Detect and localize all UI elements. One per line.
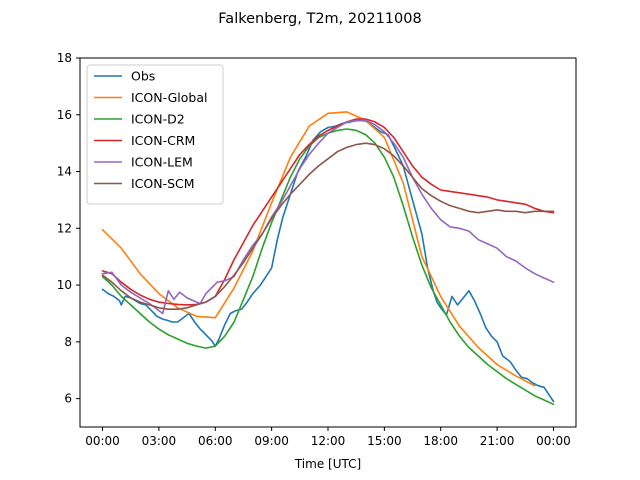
plot-area xyxy=(79,57,577,428)
x-tick-label: 15:00 xyxy=(367,434,402,448)
legend-label: ICON-SCM xyxy=(131,176,195,191)
x-tick-label: 00:00 xyxy=(85,434,120,448)
legend-box xyxy=(86,64,224,205)
x-tick-label: 06:00 xyxy=(198,434,233,448)
series-line-icon-lem xyxy=(101,119,555,315)
series-line-icon-global xyxy=(101,111,536,387)
y-tick-label: 12 xyxy=(57,221,72,235)
y-tick-label: 16 xyxy=(57,108,72,122)
y-tick-label: 8 xyxy=(64,335,72,349)
y-tick-label: 14 xyxy=(57,165,72,179)
legend-label: ICON-Global xyxy=(131,90,207,105)
x-tick-label: 21:00 xyxy=(480,434,515,448)
chart-title: Falkenberg, T2m, 20211008 xyxy=(218,11,421,27)
series-layer xyxy=(101,111,555,406)
y-tick-label: 6 xyxy=(64,392,72,406)
legend-label: ICON-LEM xyxy=(131,155,193,170)
legend-label: ICON-D2 xyxy=(131,112,185,127)
legend-label: Obs xyxy=(131,69,155,84)
x-axis-label: Time [UTC] xyxy=(294,457,361,471)
legend: Obs ICON-Global ICON-D2 ICON-CRM ICON-LEM ICO… xyxy=(86,64,224,205)
x-tick-label: 12:00 xyxy=(311,434,346,448)
x-tick-label: 09:00 xyxy=(254,434,289,448)
y-tick-label: 10 xyxy=(57,278,72,292)
x-tick-label: 00:00 xyxy=(536,434,571,448)
legend-label: ICON-CRM xyxy=(131,133,195,148)
y-axis: 6 8 10 12 14 16 18 xyxy=(57,51,80,406)
x-tick-label: 03:00 xyxy=(142,434,177,448)
series-line-obs xyxy=(101,119,555,403)
x-axis: 00:00 03:00 06:00 09:00 12:00 15:00 18:00 21:00… xyxy=(85,427,571,448)
x-tick-label: 18:00 xyxy=(423,434,458,448)
y-tick-label: 18 xyxy=(57,51,72,65)
series-line-icon-scm xyxy=(101,142,555,311)
series-line-icon-crm xyxy=(101,118,555,306)
